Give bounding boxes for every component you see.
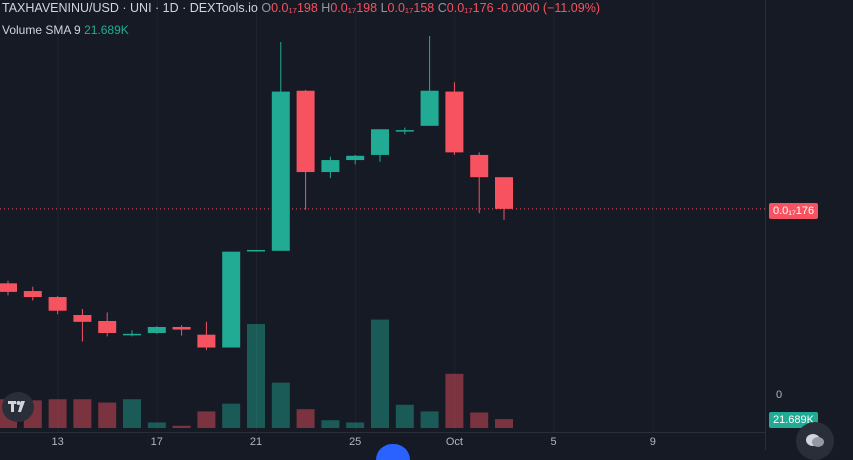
volume-zero-label: 0 [776, 389, 783, 401]
candle-body [495, 177, 513, 209]
candle-body [346, 155, 365, 161]
last-price-tag: 0.0₁₇176 [769, 203, 819, 219]
time-tick-label: 5 [550, 436, 557, 448]
time-tick-label: 21 [249, 436, 263, 448]
volume-bar [420, 411, 439, 428]
chat-icon[interactable] [796, 422, 834, 460]
time-tick-label: 13 [51, 436, 64, 448]
symbol-legend: TAXHAVENINU/USD · UNI · 1D · DEXTools.io… [2, 0, 600, 16]
candle-body [321, 160, 340, 173]
time-tick-label: 25 [349, 436, 362, 448]
volume-bar [470, 412, 489, 428]
candle-body [98, 321, 117, 333]
volume-bar [296, 409, 315, 428]
volume-bar [172, 425, 191, 428]
low-label: L [380, 1, 388, 15]
candle-body [222, 251, 241, 348]
candle-body [271, 91, 290, 251]
time-tick-label: Oct [445, 436, 463, 448]
candle-body [23, 291, 42, 298]
volume-bar [346, 422, 365, 428]
candle-body [296, 90, 315, 173]
time-tick-label: 17 [150, 436, 163, 448]
candle-body [445, 91, 464, 153]
candle-body [371, 129, 389, 155]
volume-value: 21.689K [84, 23, 129, 37]
candle-body [420, 90, 439, 126]
volume-bar [247, 324, 265, 428]
candle-body [395, 130, 414, 132]
candle-body [123, 333, 141, 336]
open-label: O [261, 1, 272, 15]
volume-legend: Volume SMA 9 21.689K [2, 22, 129, 38]
candle-body [0, 283, 17, 292]
high-value: 0.0₁₇198 [330, 1, 378, 15]
symbol-title: TAXHAVENINU/USD · UNI · 1D · DEXTools.io [2, 1, 258, 15]
time-axis[interactable]: 13 17 21 25 Oct 5 9 [0, 432, 765, 451]
candle-body [147, 326, 166, 333]
volume-bar [371, 319, 389, 428]
chart-pane[interactable]: TAXHAVENINU/USD · UNI · 1D · DEXTools.io… [0, 0, 765, 432]
low-value: 0.0₁₇158 [387, 1, 435, 15]
volume-bar [147, 422, 166, 428]
candle-body [197, 334, 216, 348]
volume-bar [98, 402, 117, 428]
high-label: H [321, 1, 331, 15]
volume-bar [321, 420, 340, 428]
tradingview-logo-icon[interactable] [2, 392, 34, 422]
volume-bar [73, 399, 92, 428]
volume-label: Volume SMA 9 [2, 23, 81, 37]
volume-bar [48, 399, 67, 428]
volume-bar [271, 382, 290, 428]
candle-body [172, 326, 191, 330]
close-label: C [437, 1, 447, 15]
open-value: 0.0₁₇198 [271, 1, 318, 15]
candle-body [73, 315, 92, 322]
volume-bar [123, 399, 141, 428]
volume-bar [395, 404, 414, 428]
change-value: -0.0000 (−11.09%) [497, 1, 600, 15]
candle-body [48, 297, 67, 311]
volume-bar [222, 403, 241, 428]
candle-body [470, 154, 489, 178]
candle-body [247, 249, 265, 252]
candlestick-chart [0, 0, 765, 432]
close-value: 0.0₁₇176 [446, 1, 494, 15]
volume-bar [495, 419, 513, 428]
time-tick-label: 9 [649, 436, 656, 448]
volume-bar [197, 411, 216, 428]
volume-bar [445, 373, 464, 428]
price-axis[interactable]: 0.0₁₇176 0 21.689K [765, 0, 853, 450]
